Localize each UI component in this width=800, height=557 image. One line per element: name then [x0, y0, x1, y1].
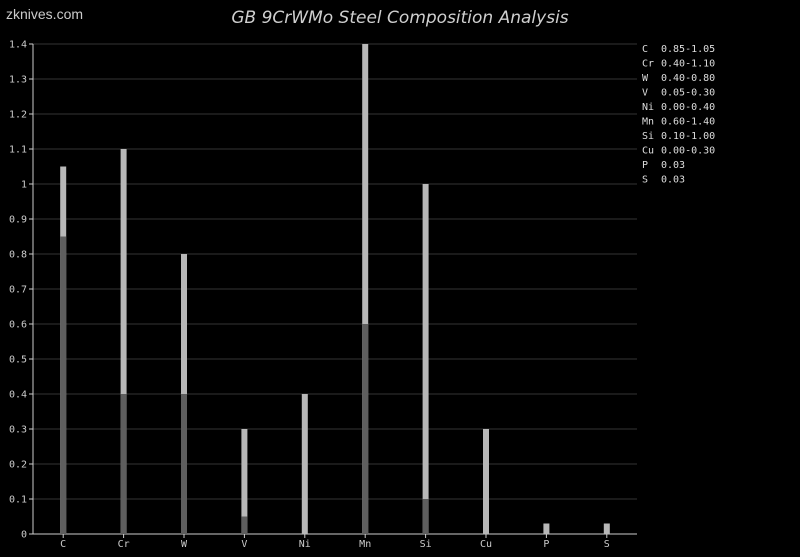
bar-max-cu — [483, 429, 489, 534]
y-tick-label: 0.2 — [9, 460, 27, 471]
legend-range-mn: 0.60-1.40 — [661, 117, 715, 128]
legend-element-si: Si — [642, 131, 654, 142]
x-tick-label-mn: Mn — [359, 539, 371, 550]
bar-min-w — [181, 394, 187, 534]
x-tick-label-s: S — [604, 539, 610, 550]
x-tick-label-p: P — [543, 539, 549, 550]
y-tick-label: 1.2 — [9, 110, 27, 121]
y-tick-label: 1.3 — [9, 75, 27, 86]
y-tick-label: 0.6 — [9, 320, 27, 331]
legend-element-w: W — [642, 73, 649, 84]
y-tick-label: 1.4 — [9, 40, 27, 51]
legend-range-cr: 0.40-1.10 — [661, 59, 715, 70]
legend-element-p: P — [642, 160, 648, 171]
legend-element-cu: Cu — [642, 146, 654, 157]
legend-element-cr: Cr — [642, 59, 654, 70]
legend-element-c: C — [642, 44, 648, 55]
y-tick-label: 0.1 — [9, 495, 27, 506]
y-tick-label: 0.7 — [9, 285, 27, 296]
bar-min-si — [422, 499, 429, 534]
legend-range-cu: 0.00-0.30 — [661, 146, 715, 157]
y-tick-label: 0.4 — [9, 390, 27, 401]
chart-title: GB 9CrWMo Steel Composition Analysis — [231, 8, 569, 28]
x-tick-label-w: W — [181, 539, 188, 550]
y-tick-label: 0.8 — [9, 250, 27, 261]
bar-max-s — [603, 523, 610, 534]
y-tick-label: 1.1 — [9, 145, 27, 156]
legend-element-v: V — [642, 88, 648, 99]
legend-element-s: S — [642, 175, 648, 186]
legend-range-w: 0.40-0.80 — [661, 73, 715, 84]
x-tick-label-v: V — [241, 539, 247, 550]
legend-range-p: 0.03 — [661, 160, 685, 171]
legend-range-v: 0.05-0.30 — [661, 88, 715, 99]
legend-element-mn: Mn — [642, 117, 654, 128]
legend-range-ni: 0.00-0.40 — [661, 102, 715, 113]
y-tick-label: 0 — [21, 530, 27, 541]
y-tick-label: 0.3 — [9, 425, 27, 436]
y-tick-label: 1 — [21, 180, 27, 191]
x-tick-label-cu: Cu — [480, 539, 492, 550]
bar-max-p — [543, 523, 550, 534]
legend-range-s: 0.03 — [661, 175, 685, 186]
legend-element-ni: Ni — [642, 102, 654, 113]
bar-max-cr — [120, 149, 127, 534]
legend-range-c: 0.85-1.05 — [661, 44, 715, 55]
bar-min-v — [241, 516, 248, 534]
bar-min-cr — [120, 394, 127, 534]
bar-max-ni — [301, 394, 308, 534]
bar-min-c — [60, 236, 67, 534]
bar-max-v — [241, 429, 248, 534]
x-tick-label-si: Si — [420, 539, 432, 550]
bar-max-si — [422, 184, 429, 534]
legend-range-si: 0.10-1.00 — [661, 131, 715, 142]
bar-min-mn — [362, 324, 369, 534]
bar-max-mn — [362, 44, 369, 534]
x-tick-label-ni: Ni — [299, 539, 311, 550]
y-tick-label: 0.5 — [9, 355, 27, 366]
x-tick-label-c: C — [60, 539, 66, 550]
watermark: zknives.com — [6, 6, 84, 22]
x-tick-label-cr: Cr — [118, 539, 130, 550]
y-tick-label: 0.9 — [9, 215, 27, 226]
